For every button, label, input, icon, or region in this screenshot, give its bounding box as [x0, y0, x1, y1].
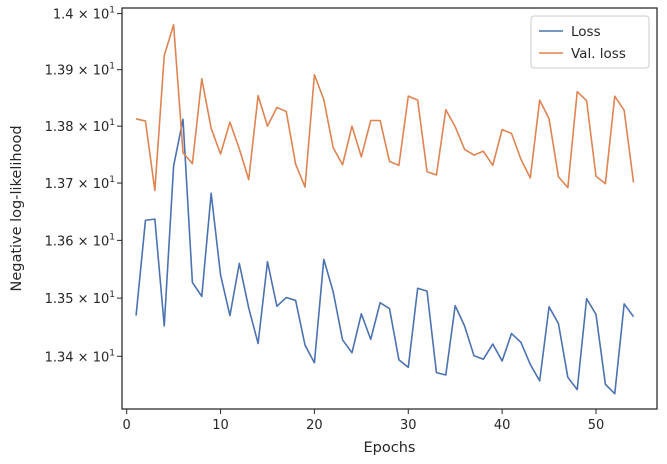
x-tick-label: 40: [494, 418, 511, 433]
legend-box: [530, 15, 650, 69]
y-axis-label: Negative log-likelihood: [9, 125, 25, 291]
series-lines: [135, 23, 635, 395]
x-axis: 0 10 20 30 40 50: [123, 409, 605, 433]
x-tick-label: 30: [400, 418, 417, 433]
x-axis-label: Epochs: [364, 440, 416, 456]
legend: Loss Val. loss: [530, 15, 650, 69]
x-tick-label: 0: [123, 418, 131, 433]
y-tick-label: 1.37 × 101: [45, 175, 115, 192]
x-tick-label: 20: [306, 418, 323, 433]
legend-label-loss: Loss: [571, 24, 601, 40]
y-tick-label: 1.35 × 101: [45, 290, 115, 307]
y-tick-label: 1.39 × 101: [45, 62, 115, 79]
y-tick-label: 1.38 × 101: [45, 118, 115, 135]
legend-label-val-loss: Val. loss: [571, 46, 626, 62]
series-line-val-loss: [135, 23, 635, 192]
y-axis: 1.34 × 101 1.35 × 101 1.36 × 101 1.37 × 101…: [45, 6, 122, 365]
y-tick-label: 1.4 × 101: [53, 6, 115, 23]
y-tick-label: 1.36 × 101: [45, 232, 115, 249]
plot-frame: [121, 7, 658, 410]
x-tick-label: 10: [212, 418, 229, 433]
y-tick-label: 1.34 × 101: [45, 348, 115, 365]
x-tick-label: 50: [588, 418, 605, 433]
series-line-loss: [135, 118, 635, 395]
